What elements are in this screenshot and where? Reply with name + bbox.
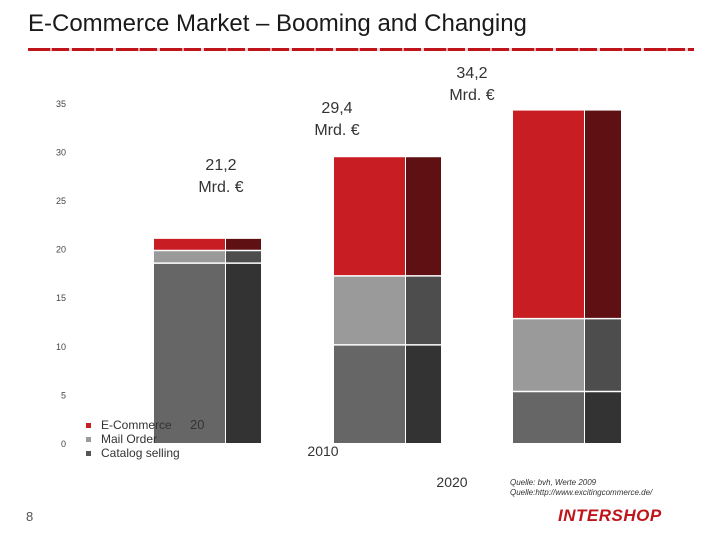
y-tick-label: 15 <box>56 293 66 303</box>
legend-swatch-ecommerce <box>86 422 91 428</box>
legend-swatch-catalog <box>86 450 91 456</box>
y-tick-label: 10 <box>56 342 66 352</box>
bar-segment-ecommerce-shade <box>585 110 621 319</box>
bar-segment-ecommerce-shade <box>406 157 441 276</box>
bar-segment-ecommerce-shade <box>226 238 261 251</box>
bar-segment-catalog <box>154 263 225 443</box>
total-label: Mrd. € <box>449 87 494 104</box>
y-tick-label: 35 <box>56 99 66 109</box>
y-tick-label: 0 <box>61 439 66 449</box>
total-label: Mrd. € <box>314 122 359 139</box>
chart-legend: E-Commerce Mail Order Catalog selling <box>86 418 180 460</box>
category-label: 20 <box>190 417 204 432</box>
title-divider <box>28 48 694 51</box>
bar-segment-ecommerce <box>154 238 225 251</box>
category-label: 2020 <box>436 474 467 490</box>
bar-segment-catalog-shade <box>226 263 261 443</box>
legend-label-catalog: Catalog selling <box>101 446 180 460</box>
total-label: Mrd. € <box>198 179 243 196</box>
bar-segment-mail-order <box>513 318 584 392</box>
bar-segment-mail-order <box>334 275 405 345</box>
bar-segment-mail-order-shade <box>226 250 261 264</box>
bar-segment-catalog-shade <box>585 391 621 443</box>
category-label: 2010 <box>307 443 338 459</box>
bar-segment-catalog <box>334 344 405 443</box>
bar-segment-ecommerce <box>513 110 584 319</box>
slide-title: E-Commerce Market – Booming and Changing <box>28 10 527 37</box>
y-tick-label: 30 <box>56 147 66 157</box>
source-note: Quelle: bvh, Werte 2009 Quelle:http://ww… <box>510 478 652 498</box>
legend-item-catalog: Catalog selling <box>86 446 180 460</box>
legend-label-ecommerce: E-Commerce <box>101 418 172 432</box>
legend-item-ecommerce: E-Commerce <box>86 418 180 432</box>
legend-swatch-mail-order <box>86 436 91 442</box>
bar-segment-ecommerce <box>334 157 405 276</box>
bar-segment-mail-order <box>154 250 225 264</box>
source-line-2: Quelle:http://www.excitingcommerce.de/ <box>510 488 653 497</box>
y-tick-label: 5 <box>61 390 66 400</box>
y-tick-label: 20 <box>56 245 66 255</box>
legend-label-mail-order: Mail Order <box>101 432 158 446</box>
total-label: 29,4 <box>321 100 352 117</box>
total-label: 21,2 <box>205 157 236 174</box>
bar-segment-mail-order-shade <box>585 318 621 392</box>
source-line-1: Quelle: bvh, Werte 2009 <box>510 478 597 487</box>
y-tick-label: 25 <box>56 196 66 206</box>
total-label: 34,2 <box>456 65 487 82</box>
bar-segment-mail-order-shade <box>406 275 441 345</box>
bar-segment-catalog-shade <box>406 344 441 443</box>
intershop-logo: INTERSHOP <box>558 506 662 525</box>
bar-segment-catalog <box>513 391 584 443</box>
page-number: 8 <box>26 509 34 524</box>
legend-item-mail-order: Mail Order <box>86 432 180 446</box>
